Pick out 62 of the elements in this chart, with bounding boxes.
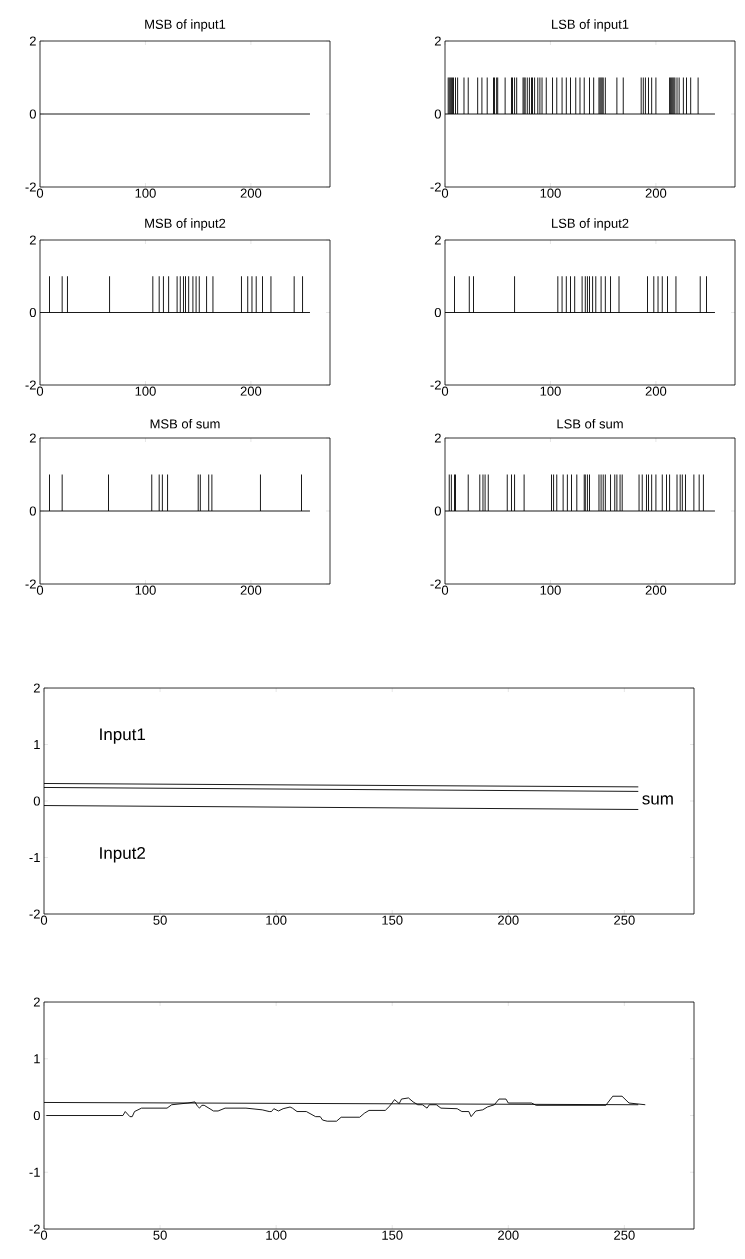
y-tick-label: 0 [29,109,36,119]
x-tick-label: 200 [498,1230,519,1240]
y-tick-label: -2 [430,380,441,390]
y-tick-label: 1 [34,740,40,749]
x-tick-label: 100 [266,915,287,925]
x-tick-label: 200 [240,585,262,595]
annotation: Input1 [100,728,146,744]
x-tick-label: 50 [153,915,167,925]
y-tick-label: -1 [29,1167,40,1177]
y-tick-label: -2 [25,380,36,390]
x-tick-label: 200 [498,915,519,925]
y-tick-label: 2 [434,235,441,245]
y-tick-label: 0 [29,307,36,318]
x-tick-label: 200 [240,188,262,198]
y-tick-label: 2 [33,683,40,693]
y-tick-label: 0 [29,506,36,516]
y-tick-label: -2 [430,579,441,589]
x-tick-label: 0 [441,188,449,198]
x-tick-label: 100 [135,386,156,396]
y-tick-label: 2 [33,997,40,1007]
x-tick-label: 200 [240,386,262,396]
x-tick-label: 200 [645,188,667,198]
x-tick-label: 100 [135,188,156,198]
x-tick-label: 100 [540,188,561,198]
x-tick-label: 50 [153,1230,167,1240]
x-tick-label: 0 [441,386,449,396]
y-tick-label: 2 [29,36,36,46]
x-tick-label: 100 [540,585,561,595]
x-tick-label: 0 [441,585,449,595]
x-tick-label: 150 [382,915,403,925]
chart-title: MSB of sum [150,418,220,429]
x-tick-label: 100 [540,386,561,396]
y-tick-label: 2 [29,235,36,245]
x-tick-label: 250 [614,915,635,925]
chart-title: LSB of sum [557,418,623,429]
chart-title: LSB of input2 [552,218,629,231]
y-tick-label: 2 [29,433,36,443]
x-tick-label: 200 [645,386,667,396]
x-tick-label: 100 [266,1230,287,1240]
y-tick-label: 0 [434,506,441,516]
annotation: Input2 [100,846,145,863]
chart-title: LSB of input1 [552,19,629,32]
y-tick-label: 2 [434,433,441,443]
x-tick-label: 250 [614,1230,635,1240]
x-tick-label: 150 [382,1230,403,1240]
y-tick-label: -2 [25,182,36,192]
y-tick-label: -2 [29,909,40,919]
chart-title: MSB of input2 [145,218,226,231]
y-tick-label: -2 [25,579,36,589]
annotation: sum [642,795,673,805]
y-tick-label: -2 [29,1224,40,1234]
y-tick-label: 2 [434,36,441,46]
chart-title: MSB of input1 [145,19,226,32]
y-tick-label: 0 [434,307,441,318]
y-tick-label: 1 [34,1054,40,1064]
x-tick-label: 200 [645,585,667,595]
y-tick-label: -1 [29,853,40,862]
y-tick-label: 0 [33,796,40,806]
y-tick-label: -2 [430,182,441,192]
x-tick-label: 100 [135,585,156,595]
y-tick-label: 0 [434,109,441,119]
y-tick-label: 0 [33,1110,40,1121]
